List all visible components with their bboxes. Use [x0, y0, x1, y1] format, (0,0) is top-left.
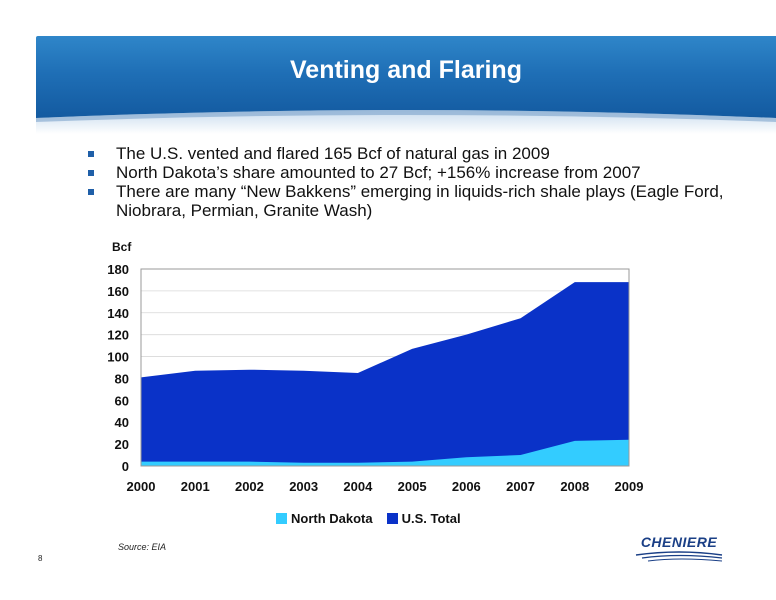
x-tick-label: 2007	[506, 479, 535, 494]
title-banner	[36, 36, 776, 118]
y-tick-label: 60	[115, 393, 129, 408]
bullet-item: There are many “New Bakkens” emerging in…	[88, 182, 728, 220]
plot-border	[140, 268, 630, 467]
source-note: Source: EIA	[118, 542, 167, 552]
y-axis-label: Bcf	[112, 240, 132, 254]
x-tick-label: 2001	[181, 479, 210, 494]
logo-waves-icon	[635, 551, 723, 562]
legend-label-us-total: U.S. Total	[401, 511, 461, 526]
y-tick-label: 140	[107, 306, 129, 321]
area-series-u-s-total	[141, 282, 629, 466]
y-tick-label: 120	[107, 328, 129, 343]
area-series-north-dakota	[141, 439, 629, 466]
bullet-square-icon	[88, 151, 94, 157]
y-tick-label: 100	[107, 350, 129, 365]
bullet-item: The U.S. vented and flared 165 Bcf of na…	[88, 144, 728, 163]
y-tick-label: 40	[115, 415, 129, 430]
legend-swatch-north-dakota	[276, 513, 287, 524]
x-tick-label: 2004	[343, 479, 373, 494]
x-tick-label: 2008	[560, 479, 589, 494]
bullet-square-icon	[88, 170, 94, 176]
legend-label-north-dakota: North Dakota	[291, 511, 373, 526]
x-tick-label: 2009	[615, 479, 644, 494]
cheniere-logo: CHENIERE	[634, 534, 724, 568]
bullet-item: North Dakota’s share amounted to 27 Bcf;…	[88, 163, 728, 182]
bullet-text: North Dakota’s share amounted to 27 Bcf;…	[116, 163, 641, 182]
y-tick-label: 0	[122, 459, 129, 474]
page-number: 8	[38, 554, 43, 563]
bullet-square-icon	[88, 189, 94, 195]
x-tick-label: 2003	[289, 479, 318, 494]
y-tick-label: 160	[107, 284, 129, 299]
x-tick-label: 2006	[452, 479, 481, 494]
page-title: Venting and Flaring	[290, 56, 522, 84]
banner-swoosh	[36, 110, 776, 134]
chart-legend: North Dakota U.S. Total	[276, 511, 461, 526]
y-tick-label: 80	[115, 371, 129, 386]
legend-swatch-us-total	[386, 513, 398, 524]
bullet-list: The U.S. vented and flared 165 Bcf of na…	[88, 144, 728, 220]
bullet-text: The U.S. vented and flared 165 Bcf of na…	[116, 144, 550, 163]
y-tick-label: 180	[107, 262, 129, 277]
bullet-text: There are many “New Bakkens” emerging in…	[116, 182, 724, 220]
x-tick-label: 2002	[235, 479, 264, 494]
x-tick-label: 2000	[127, 479, 156, 494]
x-tick-label: 2005	[398, 479, 427, 494]
y-tick-label: 20	[115, 437, 129, 452]
logo-text: CHENIERE	[640, 534, 718, 550]
legend-item-north-dakota: North Dakota	[276, 511, 373, 526]
legend-item-us-total: U.S. Total	[386, 511, 461, 526]
